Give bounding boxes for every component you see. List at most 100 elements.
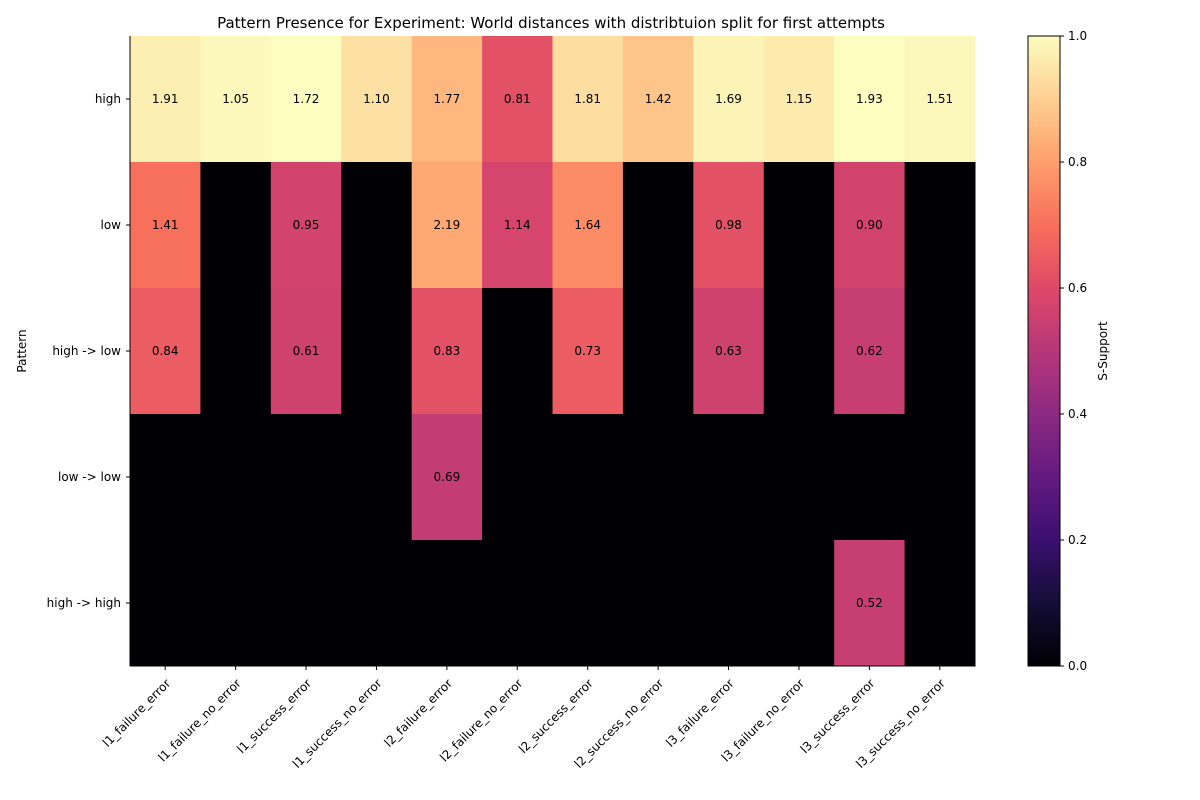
heatmap-cell — [341, 414, 413, 541]
cell-annotation: 0.69 — [434, 470, 461, 484]
colorbar-tick-label: 0.0 — [1068, 659, 1087, 673]
cell-annotation: 0.63 — [715, 344, 742, 358]
heatmap-cell — [904, 540, 976, 667]
x-tick-label: l3_failure_error — [663, 676, 737, 750]
heatmap-cell — [552, 540, 624, 667]
colorbar: 0.0 0.2 0.4 0.6 0.8 1.0 S-Support — [1027, 29, 1110, 673]
heatmap-cell — [200, 162, 272, 289]
heatmap-cell — [763, 288, 835, 415]
heatmap-cells — [130, 36, 976, 667]
y-axis-label: Pattern — [15, 329, 29, 372]
cell-annotations: 1.91 1.05 1.72 1.10 1.77 0.81 1.81 1.42 1.69 1.15… — [152, 92, 953, 610]
cell-annotation: 1.10 — [363, 92, 390, 106]
cell-annotation: 1.77 — [434, 92, 461, 106]
heatmap-cell — [834, 288, 906, 415]
heatmap-cell — [482, 288, 553, 415]
cell-annotation: 1.72 — [293, 92, 320, 106]
heatmap-cell — [552, 162, 624, 289]
y-tick-label: high -> high — [47, 596, 121, 610]
chart-title: Pattern Presence for Experiment: World d… — [217, 14, 885, 32]
heatmap-cell — [270, 414, 342, 541]
heatmap-cell — [904, 36, 976, 163]
heatmap-cell — [411, 288, 483, 415]
cell-annotation: 1.42 — [645, 92, 672, 106]
heatmap-cell — [341, 36, 413, 163]
x-axis: l1_failure_errorl1_failure_no_errorl1_su… — [100, 665, 975, 771]
colorbar-tick-label: 1.0 — [1068, 29, 1087, 43]
heatmap-cell — [482, 162, 553, 289]
y-tick-label: high — [95, 92, 121, 106]
heatmap-cell — [904, 288, 976, 415]
colorbar-tick-label: 0.6 — [1068, 281, 1087, 295]
heatmap-cell — [904, 162, 976, 289]
y-axis: high low high -> low low -> low high -> high — [47, 36, 131, 666]
heatmap-cell — [270, 540, 342, 667]
heatmap-cell — [552, 288, 624, 415]
heatmap-cell — [763, 414, 835, 541]
heatmap-cell — [622, 288, 694, 415]
x-tick-label: l1_failure_error — [100, 676, 174, 750]
heatmap-cell — [693, 288, 765, 415]
heatmap-cell — [693, 540, 765, 667]
heatmap-cell — [834, 162, 906, 289]
heatmap-cell — [552, 36, 624, 163]
cell-annotation: 0.84 — [152, 344, 179, 358]
cell-annotation: 0.73 — [574, 344, 601, 358]
heatmap-cell — [693, 414, 765, 541]
cell-annotation: 1.51 — [926, 92, 953, 106]
cell-annotation: 1.05 — [222, 92, 249, 106]
heatmap-cell — [270, 162, 342, 289]
colorbar-tick-label: 0.4 — [1068, 407, 1087, 421]
heatmap-cell — [552, 414, 624, 541]
cell-annotation: 0.98 — [715, 218, 742, 232]
heatmap-cell — [270, 36, 342, 163]
heatmap-cell — [200, 540, 272, 667]
heatmap-cell — [341, 162, 413, 289]
cell-annotation: 1.93 — [856, 92, 883, 106]
heatmap-cell — [834, 36, 906, 163]
heatmap-cell — [622, 540, 694, 667]
y-tick-label: low — [101, 218, 122, 232]
heatmap-cell — [341, 540, 413, 667]
x-tick-label: l3_success_error — [798, 676, 878, 756]
cell-annotation: 1.81 — [574, 92, 601, 106]
heatmap-cell — [130, 540, 201, 667]
x-tick-label: l2_success_error — [516, 676, 596, 756]
cell-annotation: 0.90 — [856, 218, 883, 232]
y-tick-label: high -> low — [52, 344, 121, 358]
heatmap-cell — [411, 540, 483, 667]
cell-annotation: 2.19 — [434, 218, 461, 232]
y-tick-label: low -> low — [58, 470, 121, 484]
cell-annotation: 1.91 — [152, 92, 179, 106]
heatmap-cell — [200, 414, 272, 541]
cell-annotation: 1.41 — [152, 218, 179, 232]
heatmap-cell — [482, 540, 553, 667]
heatmap-cell — [270, 288, 342, 415]
cell-annotation: 0.83 — [434, 344, 461, 358]
cell-annotation: 0.95 — [293, 218, 320, 232]
heatmap-cell — [200, 288, 272, 415]
heatmap-cell — [341, 288, 413, 415]
colorbar-frame — [1027, 35, 1061, 667]
heatmap-cell — [693, 36, 765, 163]
cell-annotation: 0.62 — [856, 344, 883, 358]
heatmap-cell — [834, 540, 906, 667]
heatmap-cell — [482, 36, 553, 163]
heatmap-cell — [130, 36, 201, 163]
colorbar-tick-label: 0.8 — [1068, 155, 1087, 169]
heatmap-cell — [763, 540, 835, 667]
heatmap-cell — [622, 36, 694, 163]
heatmap-cell — [130, 414, 201, 541]
x-tick-label: l2_failure_error — [382, 676, 456, 750]
heatmap-cell — [693, 162, 765, 289]
cell-annotation: 1.15 — [786, 92, 813, 106]
cell-annotation: 1.64 — [574, 218, 601, 232]
colorbar-gradient — [1028, 36, 1060, 666]
heatmap-cell — [622, 162, 694, 289]
heatmap-cell — [411, 36, 483, 163]
heatmap-cell — [763, 36, 835, 163]
heatmap-cell — [130, 288, 201, 415]
heatmap-cell — [130, 162, 201, 289]
cell-annotation: 0.61 — [293, 344, 320, 358]
